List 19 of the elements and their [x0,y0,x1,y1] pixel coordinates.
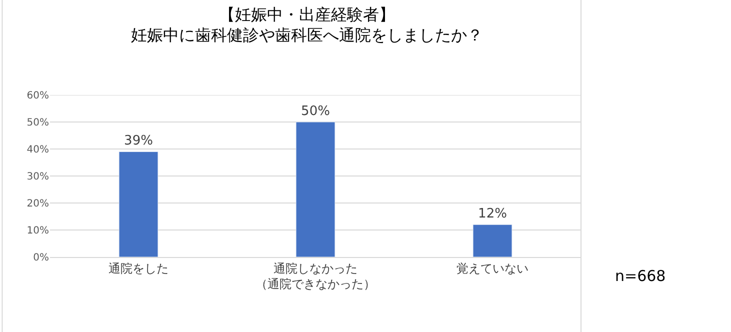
y-tick-label: 10% [26,226,49,236]
x-tick-label: 覚えていない [456,261,528,276]
y-tick-label: 60% [26,90,49,102]
bar [472,224,512,257]
chart-title: 【妊娠中・出産経験者】 [219,4,396,24]
data-label: 12% [478,206,507,222]
y-tick-label: 50% [26,118,49,128]
x-tick-label: 通院をした [108,261,168,276]
bar [296,122,336,257]
bar [118,151,158,257]
data-label: 39% [124,134,153,149]
x-tick-label: 通院しなかった（通院できなかった） [256,261,376,291]
data-label: 50% [301,104,330,119]
y-tick-label: 40% [26,144,49,156]
text: n=668 [615,267,666,285]
y-tick-label: 0% [33,252,49,264]
y-tick-label: 30% [26,172,49,182]
y-tick-label: 20% [26,198,49,210]
chart-subtitle: 妊娠中に歯科健診や歯科医へ通院をしましたか？ [131,26,484,45]
